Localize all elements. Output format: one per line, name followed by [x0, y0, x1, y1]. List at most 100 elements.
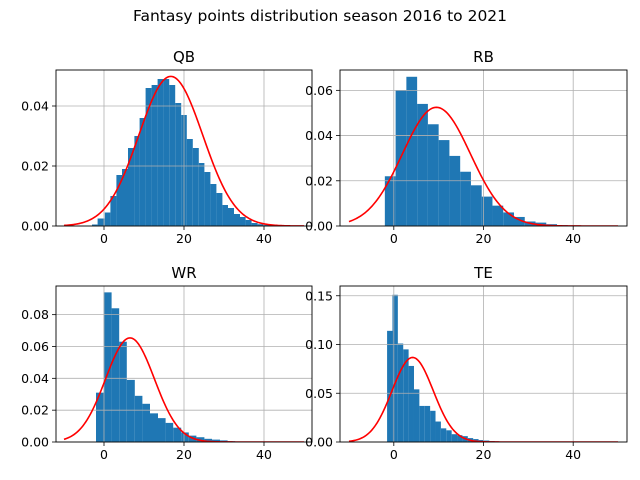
- histogram-bar: [175, 103, 182, 226]
- histogram-bar: [403, 349, 409, 442]
- histogram-bar: [481, 196, 493, 226]
- histogram-bar: [449, 155, 461, 226]
- x-tick-label: 20: [476, 447, 492, 462]
- histogram-bar: [457, 435, 463, 442]
- histogram-bar: [427, 124, 439, 226]
- y-tick-label: 0.00: [21, 219, 49, 234]
- normal-fit-curve: [63, 337, 304, 442]
- histogram-bar: [158, 418, 166, 442]
- histogram-bar: [392, 294, 398, 442]
- histogram-bar: [451, 434, 458, 442]
- histogram-bar: [251, 223, 258, 226]
- histogram-bar: [234, 214, 240, 226]
- histogram-bar: [192, 148, 199, 226]
- y-tick-label: 0.00: [305, 219, 333, 234]
- y-tick-label: 0.04: [21, 371, 49, 386]
- histogram-bar: [210, 184, 217, 226]
- y-tick-label: 0.02: [21, 403, 49, 418]
- y-tick-label: 0.05: [305, 386, 333, 401]
- histogram-bar: [134, 136, 140, 226]
- histogram-bar: [419, 405, 425, 442]
- histogram-bar: [245, 220, 252, 226]
- figure-suptitle: Fantasy points distribution season 2016 …: [132, 7, 508, 25]
- histogram-bar: [460, 171, 471, 226]
- bars-qb: [92, 79, 282, 226]
- bars-te: [387, 294, 511, 442]
- y-tick-label: 0.02: [21, 159, 49, 174]
- y-tick-label: 0.06: [305, 83, 333, 98]
- histogram-bar: [384, 176, 396, 226]
- y-tick-label: 0.00: [305, 435, 333, 450]
- histogram-bar: [145, 88, 152, 226]
- histogram-bar: [151, 85, 158, 226]
- histogram-bar: [435, 421, 441, 442]
- x-tick-label: 0: [100, 447, 108, 462]
- histogram-bar: [387, 330, 393, 442]
- histogram-bar: [257, 224, 264, 226]
- histogram-bar: [103, 292, 112, 442]
- y-tick-label: 0.04: [21, 99, 49, 114]
- histogram-bar: [424, 405, 431, 442]
- histogram-bar: [204, 438, 212, 442]
- histogram-bar: [128, 148, 135, 226]
- y-tick-label: 0.08: [21, 307, 49, 322]
- histogram-bar: [97, 218, 105, 226]
- histogram-bar: [446, 430, 452, 442]
- x-tick-label: 20: [176, 447, 192, 462]
- subplot-title: RB: [473, 48, 494, 66]
- bars-rb: [384, 76, 579, 226]
- histogram-bar: [430, 410, 436, 442]
- subplot-wr: 0 20 40 0.00 0.02 0.04 0.06 0.08 WR: [21, 264, 313, 462]
- histogram-bar: [408, 365, 414, 442]
- x-tick-label: 40: [565, 447, 581, 462]
- histogram-bar: [116, 175, 122, 226]
- x-tick-label: 40: [256, 447, 272, 462]
- histogram-bar: [165, 422, 174, 442]
- histogram-bar: [134, 395, 143, 442]
- histogram-bar: [492, 205, 504, 226]
- y-tick-label: 0.15: [305, 288, 333, 303]
- histogram-bar: [440, 428, 447, 442]
- x-tick-label: 0: [390, 231, 398, 246]
- histogram-bar: [212, 439, 220, 442]
- histogram-bar: [240, 217, 246, 226]
- histogram-bar: [110, 196, 117, 226]
- x-tick-label: 0: [100, 231, 108, 246]
- y-tick-label: 0.00: [21, 435, 49, 450]
- histogram-bar: [417, 103, 428, 226]
- histogram-bar: [126, 379, 135, 442]
- subplot-rb: 0 20 40 0.00 0.02 0.04 0.06 RB: [305, 48, 628, 246]
- y-tick-label: 0.04: [305, 128, 333, 143]
- x-tick-label: 40: [256, 231, 272, 246]
- x-tick-label: 20: [176, 231, 192, 246]
- x-tick-label: 40: [565, 231, 581, 246]
- subplot-qb: 0 20 40 0.00 0.02 0.04 QB: [21, 48, 313, 246]
- histogram-bar: [163, 79, 170, 226]
- y-tick-label: 0.02: [305, 173, 333, 188]
- histogram-bar: [413, 389, 420, 442]
- y-tick-label: 0.10: [305, 337, 333, 352]
- histogram-bar: [406, 76, 418, 226]
- histogram-bar: [96, 392, 104, 442]
- subplot-title: QB: [173, 48, 195, 66]
- histogram-bar: [122, 169, 128, 226]
- histogram-bar: [157, 79, 164, 226]
- histogram-bar: [513, 216, 525, 226]
- normal-fit-curve: [63, 75, 304, 226]
- histogram-bar: [186, 139, 193, 226]
- histogram-bar: [204, 172, 211, 226]
- histogram-bar: [119, 341, 127, 442]
- subplot-title: WR: [171, 264, 196, 282]
- histogram-bar: [263, 224, 270, 226]
- histogram-bar: [438, 140, 450, 226]
- histogram-bar: [181, 432, 189, 442]
- histogram-bar: [198, 163, 205, 226]
- histogram-bar: [397, 343, 404, 442]
- x-tick-label: 0: [390, 447, 398, 462]
- y-tick-label: 0.06: [21, 339, 49, 354]
- histogram-bar: [173, 427, 182, 442]
- histogram-bar: [104, 212, 111, 226]
- histogram-bar: [139, 118, 146, 226]
- histogram-bar: [92, 224, 98, 226]
